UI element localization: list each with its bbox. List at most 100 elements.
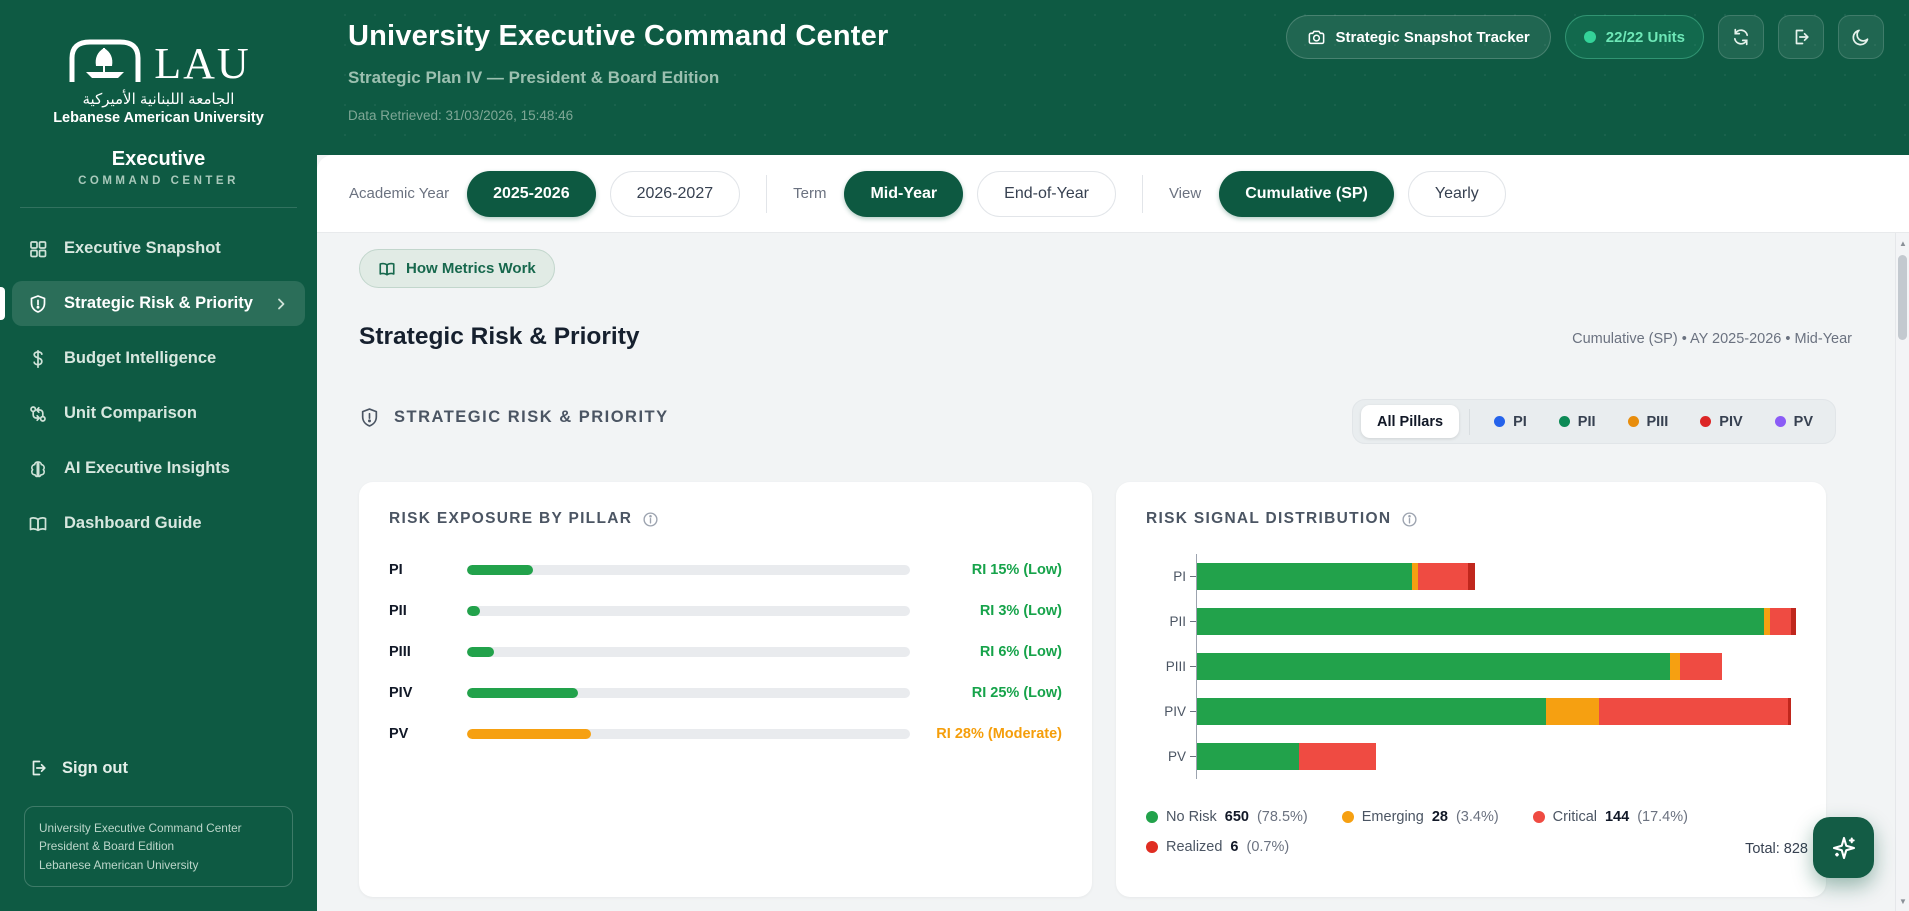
chart-plot-area <box>1196 554 1796 779</box>
pillar-filter-group: All Pillars PI PII PIII PIV PV <box>1351 399 1836 444</box>
stacked-bar-pv <box>1197 743 1796 770</box>
page-subtitle: Strategic Plan IV — President & Board Ed… <box>348 68 720 87</box>
context-line: Cumulative (SP) • AY 2025-2026 • Mid-Yea… <box>1572 331 1852 347</box>
status-dot-icon <box>1583 31 1596 43</box>
page-header: University Executive Command Center Stra… <box>0 0 1909 155</box>
lau-university-name: Lebanese American University <box>53 110 264 126</box>
git-compare-icon <box>28 404 48 424</box>
progress-track <box>467 565 910 575</box>
academic-year-2026-2027-button[interactable]: 2026-2027 <box>609 170 741 217</box>
chevron-right-icon <box>273 296 289 312</box>
info-icon[interactable] <box>1401 511 1418 528</box>
scroll-up-arrow[interactable]: ▲ <box>1899 238 1907 248</box>
pii-dot-icon <box>1558 416 1570 427</box>
sidebar-item-strategic-risk-priority[interactable]: Strategic Risk & Priority <box>0 281 305 326</box>
legend-total: Total: 828 <box>1745 841 1808 857</box>
logout-button-header[interactable] <box>1778 15 1824 59</box>
progress-track <box>467 606 910 616</box>
footer-line-3: Lebanese American University <box>39 857 199 872</box>
exposure-row-pv: PV RI 28% (Moderate) <box>389 726 1062 742</box>
stacked-bar-pii <box>1197 608 1796 635</box>
sign-out-button[interactable]: Sign out <box>24 752 293 784</box>
refresh-icon <box>1731 27 1751 47</box>
stack-segment-no-risk <box>1197 653 1670 680</box>
pillar-filter-pii-button[interactable]: PII <box>1545 414 1610 430</box>
view-yearly-button[interactable]: Yearly <box>1407 170 1506 217</box>
filter-divider <box>1141 174 1143 213</box>
axis-label-piii: PIII <box>1146 644 1196 689</box>
risk-exposure-rows: PI RI 15% (Low) PII RI 3% (Low) PIII <box>389 562 1062 742</box>
sidebar-item-unit-comparison[interactable]: Unit Comparison <box>12 391 305 436</box>
critical-dot-icon <box>1532 811 1545 823</box>
footer-line-1: University Executive Command Center <box>39 821 242 836</box>
term-label: Term <box>793 185 827 202</box>
sidebar-item-executive-snapshot[interactable]: Executive Snapshot <box>12 226 305 271</box>
progress-fill <box>467 729 592 739</box>
filter-bar: Academic Year 2025-2026 2026-2027 Term M… <box>317 155 1909 233</box>
logout-icon <box>1791 27 1811 47</box>
scroll-down-arrow[interactable]: ▼ <box>1899 896 1907 906</box>
main-content: How Metrics Work Strategic Risk & Priori… <box>317 233 1909 911</box>
stack-segment-realized <box>1788 698 1791 725</box>
pillar-filter-separator <box>1469 408 1471 435</box>
sidebar-item-ai-executive-insights[interactable]: AI Executive Insights <box>12 446 305 491</box>
emerging-dot-icon <box>1341 811 1354 823</box>
how-metrics-work-button[interactable]: How Metrics Work <box>359 249 555 288</box>
stack-segment-emerging <box>1412 563 1418 590</box>
sidebar-item-dashboard-guide[interactable]: Dashboard Guide <box>12 501 305 546</box>
pillar-filter-all-button[interactable]: All Pillars <box>1360 405 1460 438</box>
exposure-row-piv: PIV RI 25% (Low) <box>389 685 1062 701</box>
brand-subtitle: COMMAND CENTER <box>78 175 239 187</box>
refresh-button[interactable] <box>1718 15 1764 59</box>
legend-emerging: Emerging 28 (3.4%) <box>1341 809 1499 825</box>
progress-fill <box>467 565 534 575</box>
vertical-scrollbar[interactable]: ▲ ▼ <box>1895 233 1909 911</box>
stack-segment-emerging <box>1669 653 1681 680</box>
stack-segment-emerging <box>1546 698 1599 725</box>
lau-logo: LAU الجامعة اللبنانية الأميركية Lebanese… <box>0 0 317 126</box>
sidebar-menu: Executive Snapshot Strategic Risk & Prio… <box>0 218 317 554</box>
panel-title: STRATEGIC RISK & PRIORITY <box>394 408 669 426</box>
exposure-row-pii: PII RI 3% (Low) <box>389 603 1062 619</box>
pillar-filter-pv-button[interactable]: PV <box>1761 414 1827 430</box>
info-icon[interactable] <box>642 511 659 528</box>
stack-segment-realized <box>1467 563 1476 590</box>
pi-dot-icon <box>1494 416 1506 427</box>
academic-year-2025-2026-button[interactable]: 2025-2026 <box>467 170 596 217</box>
sidebar-item-budget-intelligence[interactable]: Budget Intelligence <box>12 336 305 381</box>
axis-label-pii: PII <box>1146 599 1196 644</box>
ai-assistant-fab[interactable] <box>1813 817 1874 878</box>
progress-track <box>467 729 910 739</box>
realized-dot-icon <box>1146 841 1158 853</box>
chart-legend: No Risk 650 (78.5%) Emerging 28 (3.4%) C… <box>1146 809 1808 857</box>
pv-dot-icon <box>1774 416 1786 427</box>
piv-dot-icon <box>1700 416 1712 427</box>
stack-segment-critical <box>1598 698 1789 725</box>
view-cumulative-button[interactable]: Cumulative (SP) <box>1219 170 1394 217</box>
page-title: University Executive Command Center <box>348 20 889 52</box>
lau-wordmark: LAU <box>154 39 251 89</box>
stack-segment-critical <box>1769 608 1791 635</box>
risk-exposure-card: RISK EXPOSURE BY PILLAR PI RI 15% (Low) … <box>359 482 1092 897</box>
shield-alert-icon <box>28 294 48 314</box>
scrollbar-thumb[interactable] <box>1898 255 1907 340</box>
risk-exposure-title: RISK EXPOSURE BY PILLAR <box>389 510 633 527</box>
brand-title: Executive <box>111 148 206 170</box>
legend-no-risk: No Risk 650 (78.5%) <box>1146 809 1308 825</box>
stacked-bar-piii <box>1197 653 1796 680</box>
term-end-of-year-button[interactable]: End-of-Year <box>977 170 1116 217</box>
term-mid-year-button[interactable]: Mid-Year <box>844 170 964 217</box>
pillar-filter-pi-button[interactable]: PI <box>1480 414 1541 430</box>
strategic-snapshot-tracker-button[interactable]: Strategic Snapshot Tracker <box>1285 15 1551 59</box>
pillar-filter-piii-button[interactable]: PIII <box>1614 414 1683 430</box>
stack-segment-realized <box>1790 608 1796 635</box>
book-open-icon <box>378 260 396 278</box>
pillar-filter-piv-button[interactable]: PIV <box>1686 414 1756 430</box>
grid-icon <box>28 239 48 259</box>
academic-year-label: Academic Year <box>349 185 450 202</box>
dark-mode-toggle[interactable] <box>1838 15 1884 59</box>
risk-signal-card: RISK SIGNAL DISTRIBUTION PI PII PIII PIV… <box>1116 482 1826 897</box>
sidebar-footer-card: University Executive Command Center Pres… <box>24 806 293 887</box>
progress-track <box>467 688 910 698</box>
